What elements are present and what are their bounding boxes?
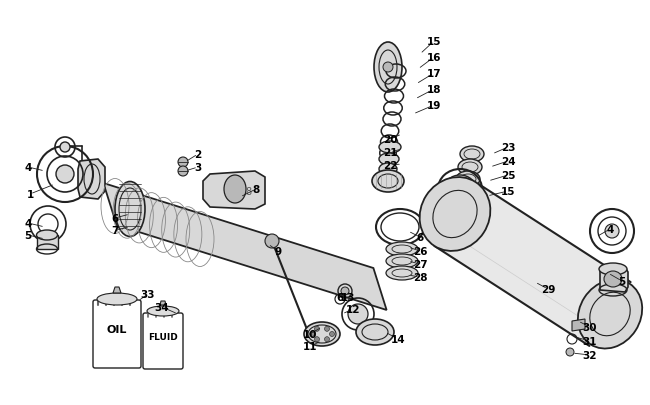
Text: 19: 19 (427, 101, 441, 111)
Ellipse shape (386, 266, 418, 280)
Circle shape (315, 337, 320, 342)
Text: 7: 7 (111, 226, 119, 235)
Ellipse shape (386, 243, 418, 256)
Ellipse shape (420, 178, 490, 252)
Text: 24: 24 (500, 157, 515, 166)
Text: FLUID: FLUID (148, 333, 178, 342)
Text: 17: 17 (426, 69, 441, 79)
Polygon shape (600, 267, 628, 292)
Text: 18: 18 (427, 85, 441, 95)
Text: 30: 30 (583, 322, 597, 332)
Circle shape (315, 326, 320, 331)
Ellipse shape (460, 147, 484, 162)
Ellipse shape (386, 254, 418, 269)
FancyBboxPatch shape (93, 300, 141, 368)
Ellipse shape (372, 171, 404, 192)
Text: 23: 23 (500, 143, 515, 153)
Ellipse shape (115, 182, 145, 237)
Text: 4: 4 (24, 162, 32, 173)
Text: 29: 29 (541, 284, 555, 294)
Text: 28: 28 (413, 272, 427, 282)
Ellipse shape (444, 175, 476, 203)
FancyBboxPatch shape (143, 313, 183, 369)
Polygon shape (572, 319, 585, 331)
Text: 31: 31 (583, 336, 597, 346)
Text: 1: 1 (27, 190, 34, 200)
Polygon shape (78, 160, 105, 200)
Ellipse shape (304, 322, 340, 346)
Text: 13: 13 (341, 292, 356, 302)
Text: 20: 20 (383, 135, 397, 145)
Text: 8: 8 (252, 185, 259, 194)
Text: 12: 12 (346, 304, 360, 314)
Circle shape (60, 143, 70, 153)
Polygon shape (203, 172, 265, 209)
Text: 6: 6 (337, 292, 344, 302)
Text: 8: 8 (245, 187, 251, 196)
Ellipse shape (379, 153, 399, 166)
Text: 6: 6 (111, 213, 118, 224)
Circle shape (56, 166, 74, 183)
Ellipse shape (374, 43, 402, 93)
Text: 22: 22 (383, 161, 397, 171)
Polygon shape (113, 287, 121, 293)
Circle shape (324, 326, 330, 331)
Polygon shape (37, 235, 58, 249)
Ellipse shape (455, 185, 481, 202)
Text: 9: 9 (274, 246, 281, 256)
Circle shape (605, 224, 619, 239)
Circle shape (178, 158, 188, 168)
Ellipse shape (356, 319, 394, 345)
Ellipse shape (379, 164, 397, 175)
Text: 15: 15 (427, 37, 441, 47)
Circle shape (324, 337, 330, 342)
Circle shape (341, 287, 349, 295)
Text: 5: 5 (25, 230, 32, 241)
Circle shape (330, 332, 335, 337)
Ellipse shape (97, 293, 137, 305)
Circle shape (348, 304, 368, 324)
Text: 4: 4 (606, 224, 614, 234)
Circle shape (309, 332, 315, 337)
Ellipse shape (379, 142, 401, 153)
Text: 15: 15 (500, 187, 515, 196)
Text: 3: 3 (194, 162, 202, 173)
Circle shape (178, 166, 188, 177)
Ellipse shape (604, 271, 622, 287)
Text: OIL: OIL (107, 324, 127, 334)
Text: 16: 16 (427, 53, 441, 63)
Text: 4: 4 (24, 218, 32, 228)
Text: 6: 6 (417, 232, 424, 243)
Text: 32: 32 (583, 350, 597, 360)
Text: 33: 33 (141, 289, 155, 299)
Ellipse shape (456, 172, 480, 188)
Circle shape (566, 348, 574, 356)
Ellipse shape (147, 306, 179, 316)
Text: 21: 21 (383, 148, 397, 158)
Text: 26: 26 (413, 246, 427, 256)
Text: 25: 25 (500, 171, 515, 181)
Circle shape (383, 63, 393, 73)
Polygon shape (434, 183, 630, 346)
Text: 2: 2 (194, 149, 202, 160)
Polygon shape (160, 301, 166, 305)
Text: 27: 27 (413, 259, 427, 269)
Text: 5: 5 (618, 276, 625, 286)
Ellipse shape (458, 160, 482, 175)
Ellipse shape (224, 175, 246, 203)
Ellipse shape (578, 280, 642, 349)
Text: 10: 10 (303, 329, 317, 339)
Text: 14: 14 (391, 334, 406, 344)
Circle shape (265, 234, 279, 248)
Ellipse shape (599, 263, 627, 275)
Polygon shape (103, 183, 387, 310)
Text: 11: 11 (303, 341, 317, 351)
Ellipse shape (36, 230, 57, 241)
Text: 34: 34 (155, 302, 169, 312)
